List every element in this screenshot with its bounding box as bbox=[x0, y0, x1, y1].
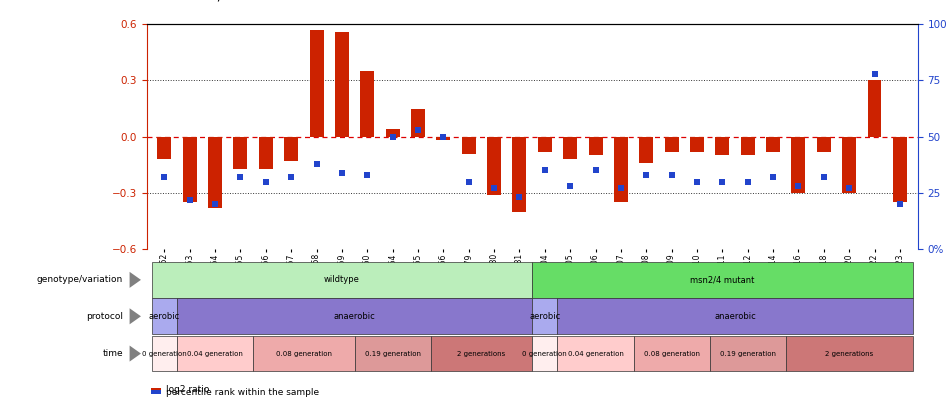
Text: 2 generations: 2 generations bbox=[825, 351, 873, 356]
Text: 0 generation: 0 generation bbox=[142, 351, 186, 356]
Bar bbox=[151, 390, 161, 394]
Bar bbox=[715, 137, 729, 156]
Bar bbox=[710, 336, 786, 371]
Bar bbox=[563, 137, 577, 159]
Text: 2 generations: 2 generations bbox=[457, 351, 505, 356]
Bar bbox=[386, 129, 399, 137]
Bar bbox=[532, 298, 557, 334]
Bar bbox=[665, 137, 678, 152]
Bar bbox=[436, 137, 450, 141]
Bar bbox=[177, 298, 532, 334]
Bar bbox=[766, 137, 780, 152]
Bar bbox=[792, 137, 805, 193]
Text: 0.04 generation: 0.04 generation bbox=[568, 351, 623, 356]
Bar bbox=[335, 32, 349, 137]
Bar bbox=[284, 137, 298, 161]
Polygon shape bbox=[130, 272, 141, 288]
Bar bbox=[538, 137, 552, 152]
Text: wildtype: wildtype bbox=[324, 275, 359, 284]
Text: time: time bbox=[102, 349, 123, 358]
Text: aerobic: aerobic bbox=[149, 312, 180, 321]
Bar bbox=[487, 137, 501, 195]
Text: 0 generation: 0 generation bbox=[522, 351, 568, 356]
Bar bbox=[177, 336, 254, 371]
Bar bbox=[557, 336, 634, 371]
Text: GDS2003 / YKR031C: GDS2003 / YKR031C bbox=[151, 0, 288, 2]
Bar bbox=[183, 137, 197, 202]
Bar bbox=[151, 298, 177, 334]
Bar bbox=[893, 137, 907, 202]
Text: msn2/4 mutant: msn2/4 mutant bbox=[691, 275, 755, 284]
Bar bbox=[690, 137, 704, 152]
Bar bbox=[557, 298, 913, 334]
Bar bbox=[842, 137, 856, 193]
Bar bbox=[639, 137, 654, 163]
Bar bbox=[360, 71, 375, 137]
Bar bbox=[151, 388, 161, 392]
Bar bbox=[355, 336, 430, 371]
Text: 0.19 generation: 0.19 generation bbox=[364, 351, 421, 356]
Bar bbox=[234, 137, 248, 168]
Text: 0.19 generation: 0.19 generation bbox=[720, 351, 776, 356]
Bar bbox=[867, 81, 882, 137]
Bar bbox=[513, 137, 526, 211]
Bar bbox=[816, 137, 831, 152]
Bar bbox=[614, 137, 628, 202]
Bar bbox=[309, 30, 324, 137]
Bar bbox=[786, 336, 913, 371]
Bar bbox=[741, 137, 755, 156]
Text: aerobic: aerobic bbox=[529, 312, 560, 321]
Bar bbox=[208, 137, 222, 208]
Text: log2 ratio: log2 ratio bbox=[166, 385, 210, 394]
Bar bbox=[462, 137, 476, 153]
Text: genotype/variation: genotype/variation bbox=[37, 275, 123, 284]
Text: 0.08 generation: 0.08 generation bbox=[276, 351, 332, 356]
Bar bbox=[430, 336, 532, 371]
Bar bbox=[634, 336, 710, 371]
Bar bbox=[259, 137, 272, 168]
Bar bbox=[532, 262, 913, 298]
Polygon shape bbox=[130, 345, 141, 362]
Polygon shape bbox=[130, 308, 141, 324]
Bar bbox=[151, 336, 177, 371]
Bar bbox=[151, 262, 532, 298]
Text: 0.08 generation: 0.08 generation bbox=[643, 351, 700, 356]
Bar bbox=[532, 336, 557, 371]
Bar bbox=[157, 137, 171, 159]
Text: anaerobic: anaerobic bbox=[334, 312, 376, 321]
Bar bbox=[588, 137, 603, 156]
Bar bbox=[254, 336, 355, 371]
Text: anaerobic: anaerobic bbox=[714, 312, 756, 321]
Text: 0.04 generation: 0.04 generation bbox=[187, 351, 243, 356]
Bar bbox=[411, 109, 425, 137]
Text: protocol: protocol bbox=[86, 312, 123, 321]
Text: percentile rank within the sample: percentile rank within the sample bbox=[166, 388, 320, 397]
